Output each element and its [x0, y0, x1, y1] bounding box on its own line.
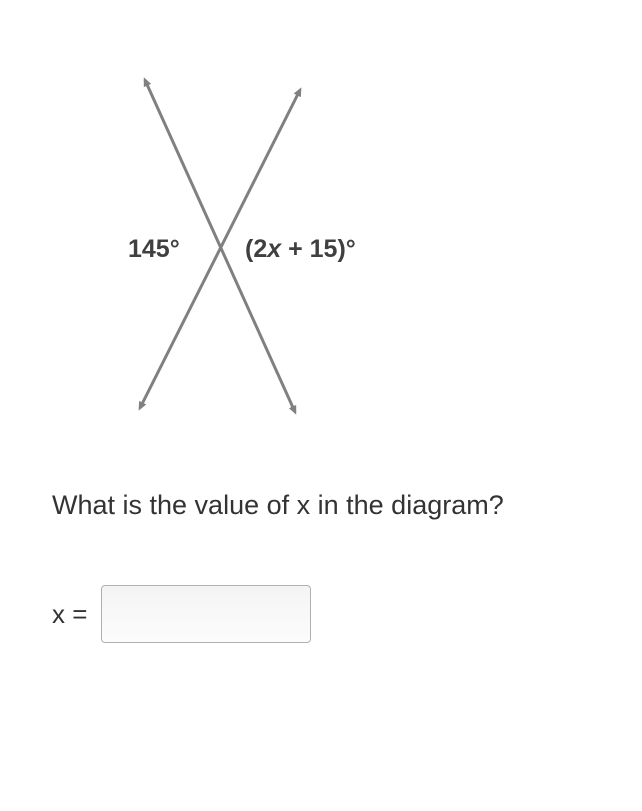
answer-row: x =: [52, 585, 311, 643]
answer-input[interactable]: [101, 585, 311, 643]
angle-label-right: (2x + 15)°: [245, 235, 356, 264]
diagram-container: 145° (2x + 15)°: [100, 60, 420, 430]
angle-right-suffix: + 15)°: [281, 235, 356, 263]
angle-right-var: x: [267, 235, 281, 263]
angle-label-left: 145°: [128, 235, 180, 264]
answer-label: x =: [52, 599, 87, 630]
question-text: What is the value of x in the diagram?: [52, 490, 504, 521]
angle-right-prefix: (2: [245, 235, 267, 263]
